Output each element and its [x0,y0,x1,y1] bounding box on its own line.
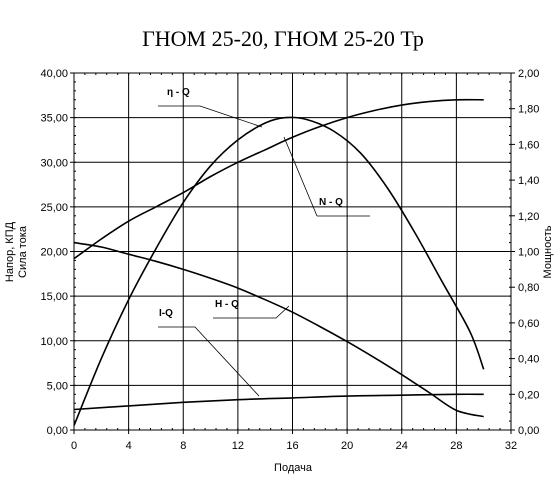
series-line-1 [73,116,485,426]
x-tick-label: 12 [232,440,244,452]
y-right-tick-label: 0,20 [518,389,539,401]
y-left-tick-label: 10,00 [40,336,68,348]
x-tick-label: 20 [341,440,353,452]
curves [73,98,485,426]
y-left-tick-label: 35,00 [40,113,68,125]
series-label: η - Q [167,87,190,98]
y-right-tick-label: 0,40 [518,354,539,366]
y-left-tick-label: 15,00 [40,291,68,303]
x-tick-label: 32 [505,440,517,452]
y-left-tick-label: 20,00 [40,247,68,259]
tick-labels: 0 4 8 12 16 20 24 28 320,005,0010,0015,0020,0025… [40,68,539,452]
y-axis-label-left-2: Сила тока [17,225,29,278]
x-tick-label: 4 [126,440,132,452]
y-left-tick-label: 40,00 [40,68,68,80]
series-line-3 [73,393,484,411]
chart-title: ГНОМ 25-20, ГНОМ 25-20 Тр [142,26,424,51]
x-tick-label: 24 [396,440,408,452]
y-right-tick-label: 2,00 [518,68,539,80]
series-label: I-Q [159,308,173,319]
x-tick-label: 0 [71,440,77,452]
series-label: H - Q [215,299,239,310]
grid-lines [73,72,512,431]
x-tick-label: 28 [450,440,462,452]
y-axis-label-right: Мощность [542,225,554,278]
y-right-tick-label: 1,00 [518,247,539,259]
x-tick-label: 16 [286,440,298,452]
y-left-tick-label: 5,00 [47,380,68,392]
y-left-tick-label: 0,00 [47,425,68,437]
y-right-tick-label: 0,60 [518,318,539,330]
y-right-tick-label: 0,00 [518,425,539,437]
series-line-2 [73,98,484,260]
series-leader-line [283,136,318,217]
y-left-tick-label: 25,00 [40,202,68,214]
x-axis-label: Подача [274,462,313,474]
y-axis-label-left-1: Напор, КПД [4,221,16,282]
y-right-tick-label: 1,80 [518,104,539,116]
series-leader-line [213,305,290,319]
x-tick-label: 8 [180,440,186,452]
series-label: N - Q [319,197,343,208]
y-left-tick-label: 30,00 [40,157,68,169]
y-right-tick-label: 1,20 [518,211,539,223]
y-right-tick-label: 1,40 [518,175,539,187]
y-right-tick-label: 1,60 [518,139,539,151]
series-line-0 [73,241,484,418]
curve-labels: H - Q η - Q N - Q I-Q [158,87,370,397]
series-leader-line [158,326,260,397]
series-leader-line [158,105,263,128]
y-right-tick-label: 0,80 [518,282,539,294]
